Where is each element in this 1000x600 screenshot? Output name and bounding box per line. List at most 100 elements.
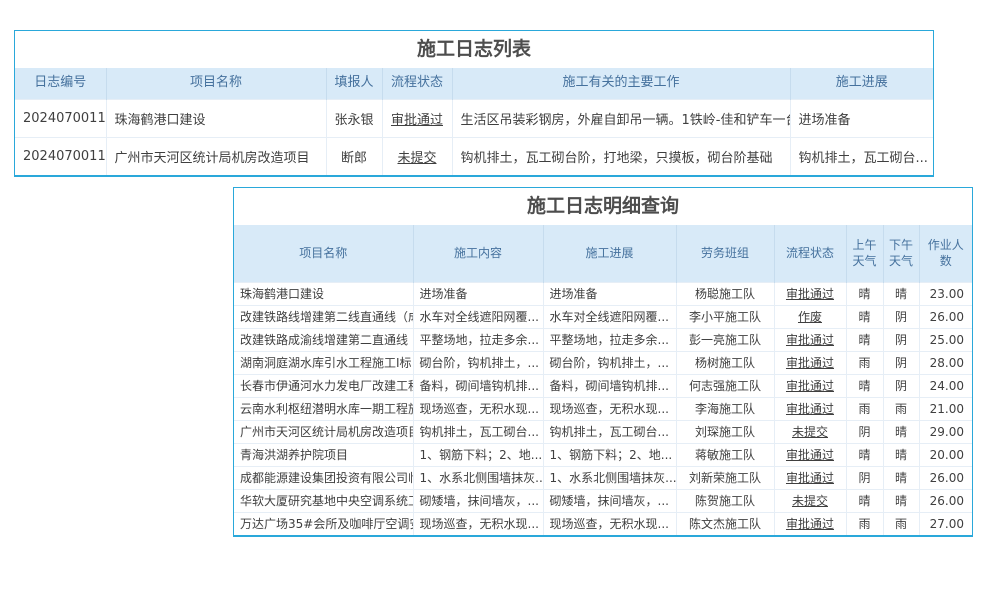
- column-header: 施工内容: [412, 225, 543, 282]
- log-list-panel: 施工日志列表 日志编号 项目名称 填报人 流程状态 施工有关的主要工作 施工进展 2024…: [14, 30, 934, 177]
- worker-count-cell: 25.00: [918, 327, 972, 351]
- column-header: 填报人: [325, 68, 382, 99]
- status-link[interactable]: 未提交: [773, 488, 846, 512]
- main-work-cell: 生活区吊装彩钢房，外雇自卸吊一辆。1铁岭-佳和铲车一台: [451, 98, 790, 137]
- morning-weather-cell: 雨: [845, 511, 883, 535]
- status-link[interactable]: 审批通过: [773, 396, 846, 420]
- table-row: 华软大厦研究基地中央空调系统工程 砌矮墙，抹间墙灰，... 砌矮墙，抹间墙灰，...…: [234, 488, 972, 512]
- log-detail-panel: 施工日志明细查询 项目名称 施工内容 施工进展 劳务班组 流程状态 上午天气 下午天气 作业人…: [233, 187, 973, 537]
- afternoon-weather-cell: 晴: [882, 419, 919, 443]
- progress-cell: 平整场地，拉走多余...: [542, 327, 676, 351]
- table-row: 改建铁路成渝线增建第二直通线（成渝平整场地，拉走多余...平整场地，拉走多余..…: [234, 327, 972, 351]
- column-header: 作业人数: [918, 225, 972, 282]
- log-id-link[interactable]: 2024070011: [15, 98, 106, 137]
- log-id-link[interactable]: 2024070011: [15, 136, 106, 175]
- table-row: 2024070011 珠海鹤港口建设 张永银 审批通过 生活区吊装彩钢房，外雇自卸吊一辆…: [15, 98, 933, 137]
- log-list-table: 日志编号 项目名称 填报人 流程状态 施工有关的主要工作 施工进展 2024070011 珠…: [15, 68, 933, 175]
- status-link[interactable]: 作废: [773, 304, 846, 328]
- worker-count-cell: 26.00: [918, 465, 972, 489]
- log-detail-table: 项目名称 施工内容 施工进展 劳务班组 流程状态 上午天气 下午天气 作业人数 珠海鹤港口建设…: [234, 225, 972, 535]
- status-link[interactable]: 审批通过: [773, 465, 846, 489]
- status-link[interactable]: 审批通过: [773, 511, 846, 535]
- column-header: 上午天气: [845, 225, 883, 282]
- progress-cell: 钩机排土，瓦工砌台...: [789, 136, 933, 175]
- labor-team-cell: 李小平施工队: [675, 304, 774, 328]
- status-link[interactable]: 未提交: [381, 136, 452, 175]
- project-name-link[interactable]: 华软大厦研究基地中央空调系统工程: [234, 488, 413, 512]
- progress-cell: 水车对全线遮阳网覆...: [542, 304, 676, 328]
- work-content-cell: 砌矮墙，抹间墙灰，...: [412, 488, 543, 512]
- table-row: 万达广场35#会所及咖啡厅空调安装工程现场巡查，无积水现...现场巡查，无积水现…: [234, 511, 972, 535]
- status-link[interactable]: 审批通过: [773, 373, 846, 397]
- work-content-cell: 钩机排土，瓦工砌台...: [412, 419, 543, 443]
- project-name-link[interactable]: 青海洪湖养护院项目: [234, 442, 413, 466]
- worker-count-cell: 28.00: [918, 350, 972, 374]
- labor-team-cell: 彭一亮施工队: [675, 327, 774, 351]
- project-name-link[interactable]: 珠海鹤港口建设: [234, 281, 413, 305]
- morning-weather-cell: 阴: [845, 419, 883, 443]
- labor-team-cell: 蒋敏施工队: [675, 442, 774, 466]
- status-link[interactable]: 审批通过: [773, 281, 846, 305]
- table-row: 珠海鹤港口建设 进场准备 进场准备 杨聪施工队 审批通过晴晴 23.00: [234, 281, 972, 305]
- work-content-cell: 现场巡查，无积水现...: [412, 511, 543, 535]
- progress-cell: 砌矮墙，抹间墙灰，...: [542, 488, 676, 512]
- log-list-title: 施工日志列表: [416, 38, 531, 60]
- log-list-header-row: 日志编号 项目名称 填报人 流程状态 施工有关的主要工作 施工进展: [15, 68, 933, 99]
- project-name-link[interactable]: 湖南洞庭湖水库引水工程施工I标: [234, 350, 413, 374]
- work-content-cell: 进场准备: [412, 281, 543, 305]
- morning-weather-cell: 阴: [845, 465, 883, 489]
- worker-count-cell: 27.00: [918, 511, 972, 535]
- worker-count-cell: 21.00: [918, 396, 972, 420]
- column-header: 项目名称: [234, 225, 413, 282]
- worker-count-cell: 20.00: [918, 442, 972, 466]
- morning-weather-cell: 雨: [845, 396, 883, 420]
- morning-weather-cell: 晴: [845, 488, 883, 512]
- table-row: 湖南洞庭湖水库引水工程施工I标 砌台阶，钩机排土，... 砌台阶，钩机排土，... 杨…: [234, 350, 972, 374]
- progress-cell: 砌台阶，钩机排土，...: [542, 350, 676, 374]
- progress-cell: 进场准备: [542, 281, 676, 305]
- table-row: 2024070011 广州市天河区统计局机房改造项目 断郎 未提交 钩机排土，瓦工砌台阶…: [15, 136, 933, 175]
- project-name-link[interactable]: 广州市天河区统计局机房改造项目: [234, 419, 413, 443]
- labor-team-cell: 刘琛施工队: [675, 419, 774, 443]
- project-name-link[interactable]: 广州市天河区统计局机房改造项目: [105, 136, 326, 175]
- morning-weather-cell: 晴: [845, 281, 883, 305]
- project-name-link[interactable]: 万达广场35#会所及咖啡厅空调安装工程: [234, 511, 413, 535]
- afternoon-weather-cell: 雨: [882, 396, 919, 420]
- progress-cell: 钩机排土，瓦工砌台...: [542, 419, 676, 443]
- status-link[interactable]: 审批通过: [381, 98, 452, 137]
- labor-team-cell: 陈贺施工队: [675, 488, 774, 512]
- afternoon-weather-cell: 晴: [882, 281, 919, 305]
- project-name-link[interactable]: 改建铁路线增建第二线直通线（成都-: [234, 304, 413, 328]
- labor-team-cell: 李海施工队: [675, 396, 774, 420]
- work-content-cell: 砌台阶，钩机排土，...: [412, 350, 543, 374]
- main-work-cell: 钩机排土，瓦工砌台阶，打地梁，只摸板，砌台阶基础: [451, 136, 790, 175]
- project-name-link[interactable]: 成都能源建设集团投资有限公司临时办: [234, 465, 413, 489]
- column-header: 施工进展: [789, 68, 933, 99]
- afternoon-weather-cell: 阴: [882, 373, 919, 397]
- status-link[interactable]: 审批通过: [773, 350, 846, 374]
- afternoon-weather-cell: 阴: [882, 350, 919, 374]
- project-name-link[interactable]: 长春市伊通河水力发电厂改建工程: [234, 373, 413, 397]
- work-content-cell: 备料，砌间墙钩机排...: [412, 373, 543, 397]
- afternoon-weather-cell: 晴: [882, 488, 919, 512]
- morning-weather-cell: 雨: [845, 350, 883, 374]
- work-content-cell: 水车对全线遮阳网覆...: [412, 304, 543, 328]
- reporter-link[interactable]: 张永银: [325, 98, 382, 137]
- project-name-link[interactable]: 改建铁路成渝线增建第二直通线（成渝: [234, 327, 413, 351]
- project-name-link[interactable]: 云南水利枢纽潜明水库一期工程施工I: [234, 396, 413, 420]
- labor-team-cell: 陈文杰施工队: [675, 511, 774, 535]
- worker-count-cell: 26.00: [918, 304, 972, 328]
- reporter-link[interactable]: 断郎: [325, 136, 382, 175]
- status-link[interactable]: 未提交: [773, 419, 846, 443]
- work-content-cell: 平整场地，拉走多余...: [412, 327, 543, 351]
- status-link[interactable]: 审批通过: [773, 442, 846, 466]
- table-row: 广州市天河区统计局机房改造项目 钩机排土，瓦工砌台... 钩机排土，瓦工砌台... 刘…: [234, 419, 972, 443]
- work-content-cell: 现场巡查，无积水现...: [412, 396, 543, 420]
- status-link[interactable]: 审批通过: [773, 327, 846, 351]
- project-name-link[interactable]: 珠海鹤港口建设: [105, 98, 326, 137]
- labor-team-cell: 杨聪施工队: [675, 281, 774, 305]
- progress-cell: 备料，砌间墙钩机排...: [542, 373, 676, 397]
- table-row: 成都能源建设集团投资有限公司临时办1、水系北侧围墙抹灰...1、水系北侧围墙抹灰…: [234, 465, 972, 489]
- labor-team-cell: 何志强施工队: [675, 373, 774, 397]
